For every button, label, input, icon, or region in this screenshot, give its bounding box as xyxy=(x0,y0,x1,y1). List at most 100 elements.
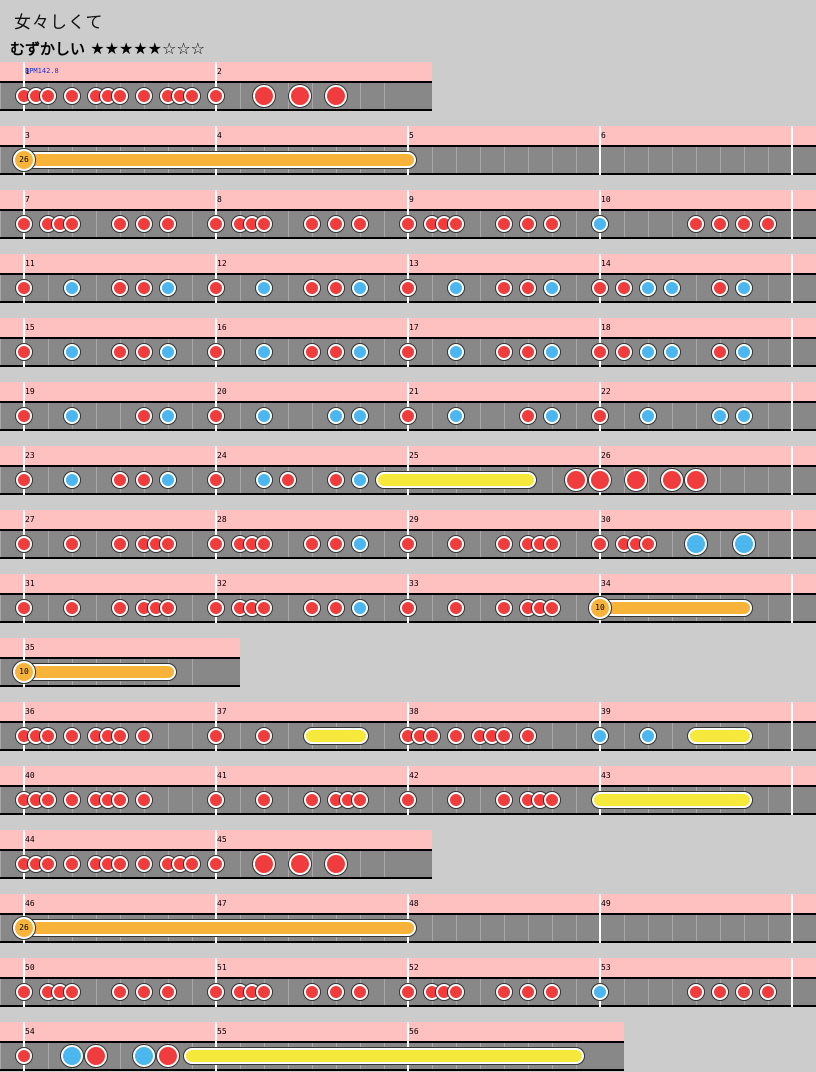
don-note xyxy=(208,408,224,424)
measure-line xyxy=(791,510,793,559)
beat-line xyxy=(720,467,721,493)
don-note xyxy=(256,216,272,232)
measure-number: 15 xyxy=(25,323,35,332)
don-note xyxy=(496,792,512,808)
don-note xyxy=(112,984,128,1000)
don-note-big xyxy=(661,469,683,491)
beat-line xyxy=(288,211,289,237)
ka-note xyxy=(256,280,272,296)
measure-line xyxy=(599,126,601,175)
don-note-big xyxy=(289,853,311,875)
don-note xyxy=(64,536,80,552)
beat-line xyxy=(480,915,481,941)
measure-number: 47 xyxy=(217,899,227,908)
beat-line xyxy=(480,979,481,1005)
beat-line xyxy=(552,147,553,173)
beat-line xyxy=(552,915,553,941)
measure-line xyxy=(215,254,217,303)
don-note xyxy=(136,408,152,424)
beat-line xyxy=(168,723,169,749)
ka-note xyxy=(160,472,176,488)
beat-line xyxy=(672,979,673,1005)
measure-number: 45 xyxy=(217,835,227,844)
beat-line xyxy=(384,339,385,365)
measure-number: 23 xyxy=(25,451,35,460)
beat-line xyxy=(576,723,577,749)
measure-number: 24 xyxy=(217,451,227,460)
lane-border-bottom xyxy=(0,685,240,687)
beat-line xyxy=(240,275,241,301)
ka-note xyxy=(256,344,272,360)
measure-number: 56 xyxy=(409,1027,419,1036)
measure-number: 43 xyxy=(601,771,611,780)
don-note xyxy=(328,344,344,360)
measure-line xyxy=(407,894,409,943)
measure-line xyxy=(407,446,409,495)
don-note xyxy=(136,216,152,232)
beat-line xyxy=(288,275,289,301)
beat-line xyxy=(504,147,505,173)
don-note xyxy=(304,984,320,1000)
beat-line xyxy=(288,83,289,109)
beat-line xyxy=(432,531,433,557)
beat-line xyxy=(0,275,1,301)
measure-line xyxy=(215,894,217,943)
song-title: 女々しくて xyxy=(14,13,104,33)
don-note xyxy=(544,600,560,616)
measure-number: 16 xyxy=(217,323,227,332)
chart-row: 40 41 42 43 xyxy=(0,766,816,815)
ka-note xyxy=(664,344,680,360)
don-note xyxy=(736,984,752,1000)
beat-line xyxy=(624,915,625,941)
measure-number: 7 xyxy=(25,195,30,204)
beat-line xyxy=(528,915,529,941)
lane-border-top xyxy=(0,1041,624,1043)
beat-line xyxy=(192,339,193,365)
measure-number: 26 xyxy=(601,451,611,460)
beat-line xyxy=(432,339,433,365)
chart-row: 46 47 48 49 26 xyxy=(0,894,816,943)
don-note xyxy=(352,984,368,1000)
measure-line xyxy=(215,190,217,239)
beat-line xyxy=(48,595,49,621)
beat-line xyxy=(384,979,385,1005)
don-note xyxy=(400,216,416,232)
drumroll-note xyxy=(304,728,368,744)
don-note xyxy=(208,216,224,232)
don-note xyxy=(352,792,368,808)
ka-note xyxy=(736,280,752,296)
beat-line xyxy=(576,531,577,557)
don-note xyxy=(592,344,608,360)
measure-line xyxy=(791,574,793,623)
measure-line xyxy=(23,958,25,1007)
beat-line xyxy=(672,147,673,173)
balloon-head: 26 xyxy=(13,917,35,939)
don-note xyxy=(400,408,416,424)
don-note xyxy=(184,856,200,872)
don-note xyxy=(256,984,272,1000)
ka-note xyxy=(64,344,80,360)
lane-border-top xyxy=(0,657,240,659)
measure-line xyxy=(407,382,409,431)
beat-line xyxy=(96,275,97,301)
don-note xyxy=(304,280,320,296)
beat-line xyxy=(288,979,289,1005)
measure-number: 33 xyxy=(409,579,419,588)
don-note xyxy=(304,216,320,232)
beat-line xyxy=(552,467,553,493)
don-note xyxy=(64,600,80,616)
beat-line xyxy=(696,339,697,365)
don-note xyxy=(496,600,512,616)
measure-line xyxy=(407,254,409,303)
ka-note xyxy=(352,472,368,488)
chart-row: 36 37 38 39 xyxy=(0,702,816,751)
beat-line xyxy=(0,595,1,621)
beat-line xyxy=(168,787,169,813)
don-note xyxy=(64,984,80,1000)
don-note xyxy=(136,88,152,104)
beat-line xyxy=(48,531,49,557)
beat-line xyxy=(744,467,745,493)
don-note xyxy=(712,280,728,296)
don-note-big xyxy=(253,853,275,875)
measure-number: 1 xyxy=(25,67,30,76)
